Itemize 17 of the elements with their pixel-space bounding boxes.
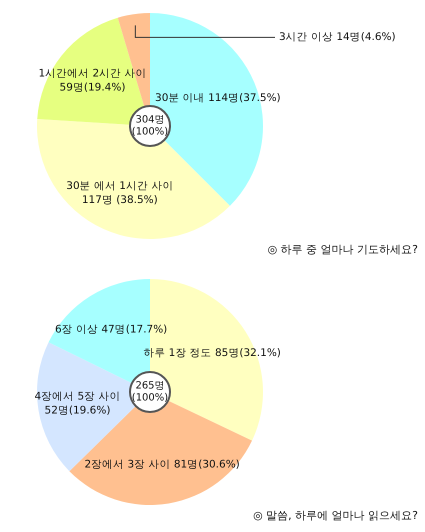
slice-label: 4장에서 5장 사이 [34,390,121,403]
slice-label: 30분 이내 114명(37.5%) [155,92,281,104]
data-label: 59명(19.4%) [60,81,126,94]
slice-label: 2장에서 3장 사이 81명(30.6%) [84,458,240,470]
slice-label: 하루 1장 정도 85명(32.1%) [143,346,281,359]
slice-label: 6장 이상 47명(17.7%) [55,324,168,336]
data-label: 117명 (38.5%) [82,194,158,206]
text: 265명 [135,380,165,392]
slice-label: 1시간에서 2시간 사이 [38,67,147,80]
slice-label: 30분 에서 1시간 사이 [66,180,174,192]
slice-label: 3시간 이상 14명(4.6%) [279,31,396,44]
text: ◎ 하루 중 얼마나 기도하세요? [268,243,418,256]
data-label: 52명(19.6%) [44,404,110,417]
text: (100%) [132,126,168,138]
text: (100%) [132,392,168,404]
text: 304명 [135,114,165,126]
text: ◎ 말씀, 하루에 얼마나 읽으세요? [253,509,418,522]
